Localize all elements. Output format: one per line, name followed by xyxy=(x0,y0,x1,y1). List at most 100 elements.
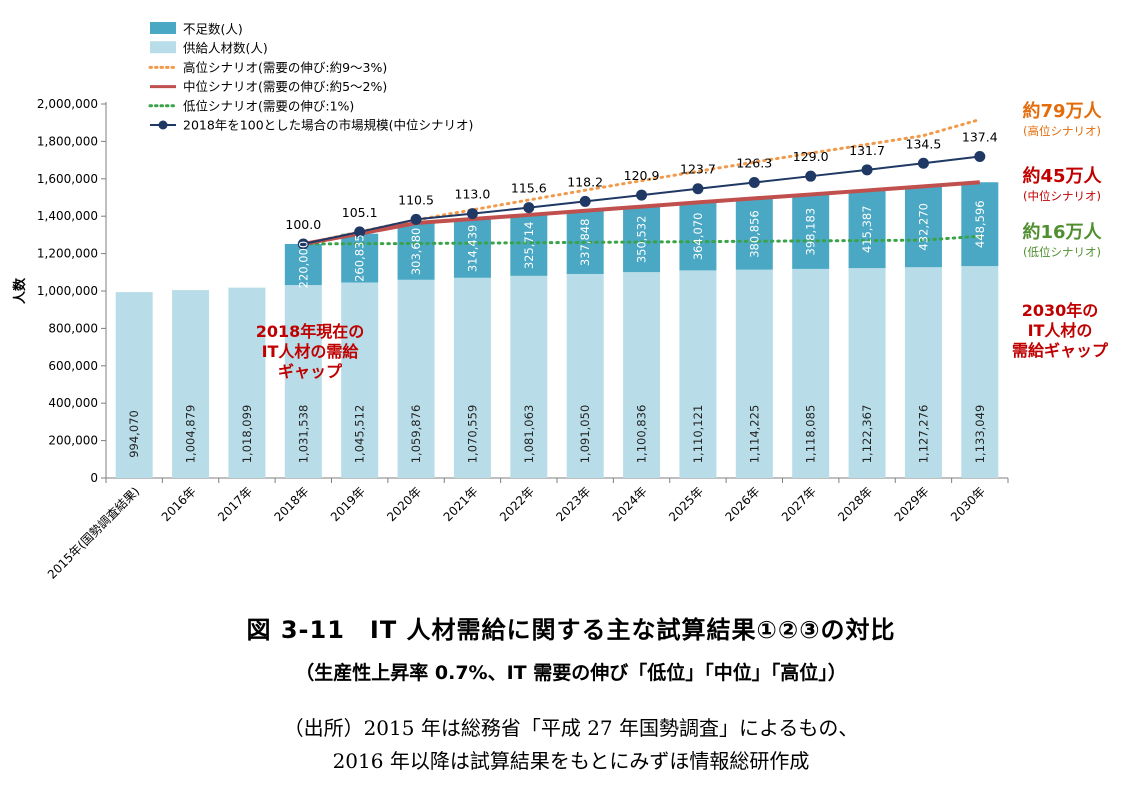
supply-value-label: 1,091,050 xyxy=(578,405,592,464)
bars xyxy=(115,182,999,478)
shortage-value-label: 260,835 xyxy=(353,234,367,282)
market-index-label: 105.1 xyxy=(342,205,378,220)
market-size-marker xyxy=(466,208,478,220)
x-tick-label: 2024年 xyxy=(610,484,650,524)
annotations: 約79万人 (高位シナリオ) 約45万人 (中位シナリオ) 約16万人 (低位シナリオ) 2… xyxy=(256,100,1109,381)
figure-title: 図 3-11 IT 人材需給に関する主な試算結果①②③の対比 xyxy=(246,616,896,644)
shortage-value-label: 380,856 xyxy=(747,210,761,258)
shortage-bar xyxy=(397,223,435,280)
legend-label: 2018年を100とした場合の市場規模(中位シナリオ) xyxy=(183,118,473,133)
market-index-label: 123.7 xyxy=(680,162,716,177)
y-tick-label: 1,800,000 xyxy=(37,134,98,148)
supply-value-label: 1,059,876 xyxy=(409,405,423,464)
supply-bar xyxy=(623,272,661,478)
figure-source-line-1: （出所）2015 年は総務省「平成 27 年国勢調査」によるもの、 xyxy=(283,716,859,740)
shortage-value-label: 350,532 xyxy=(635,216,649,264)
x-tick-label: 2016年 xyxy=(159,484,199,524)
supply-value-label: 1,081,063 xyxy=(522,405,536,464)
x-tick-label: 2029年 xyxy=(892,484,932,524)
y-tick-label: 1,600,000 xyxy=(37,172,98,186)
y-tick-label: 400,000 xyxy=(48,396,98,410)
market-index-label: 120.9 xyxy=(624,168,660,183)
data-labels: 994,070 1,004,879 1,018,099 1,031,538 220,00… xyxy=(127,130,998,464)
supply-bar xyxy=(228,287,266,478)
shortage-bar xyxy=(904,186,942,268)
shortage-value-label: 432,270 xyxy=(916,203,930,251)
figure-subtitle: （生産性上昇率 0.7%、IT 需要の伸び「低位」「中位」「高位」） xyxy=(295,662,847,684)
shortage-bar xyxy=(848,190,886,269)
scenario-lines xyxy=(297,118,986,250)
gap-2030-label: IT人材の xyxy=(1028,321,1093,340)
shortage-bar xyxy=(284,243,322,286)
market-index-label: 131.7 xyxy=(849,143,885,158)
shortage-bar xyxy=(679,202,717,271)
market-size-marker xyxy=(636,189,648,201)
supply-bar xyxy=(848,268,886,478)
legend: 不足数(人) 供給人材数(人) 高位シナリオ(需要の伸び:約9〜3%) 中位シナリオ(… xyxy=(148,22,473,133)
high-scenario-line xyxy=(301,118,982,246)
figure-source-line-2: 2016 年以降は試算結果をもとにみずほ情報総研作成 xyxy=(332,749,810,773)
market-size-marker xyxy=(974,151,986,163)
market-size-marker xyxy=(410,213,422,225)
x-tick-label: 2018年 xyxy=(271,484,311,524)
x-tick-label: 2021年 xyxy=(441,484,481,524)
shortage-bar xyxy=(735,198,773,270)
x-tick-label: 2025年 xyxy=(666,484,706,524)
low-gap-label: (低位シナリオ) xyxy=(1023,245,1101,259)
mid-gap-label: (中位シナリオ) xyxy=(1023,189,1101,203)
it-talent-supply-demand-chart: 0 200,000 400,000 600,000 800,000 1,000,000 1,… xyxy=(12,22,1109,582)
supply-bar xyxy=(679,270,717,478)
x-tick-label: 2020年 xyxy=(384,484,424,524)
supply-bar xyxy=(792,268,830,478)
supply-value-label: 1,110,121 xyxy=(691,405,705,464)
shortage-value-label: 314,439 xyxy=(465,225,479,273)
y-tick-label: 200,000 xyxy=(48,434,98,448)
market-size-marker xyxy=(523,202,535,214)
supply-value-label: 1,127,276 xyxy=(916,405,930,464)
market-index-label: 115.6 xyxy=(511,181,547,196)
supply-value-label: 994,070 xyxy=(127,410,141,458)
supply-bar xyxy=(510,275,548,478)
y-tick-label: 1,000,000 xyxy=(37,284,98,298)
low-gap-value: 約16万人 xyxy=(1022,221,1102,243)
y-tick-label: 0 xyxy=(90,471,98,485)
y-tick-label: 600,000 xyxy=(48,359,98,373)
x-tick-label: 2026年 xyxy=(722,484,762,524)
supply-bar xyxy=(397,279,435,478)
supply-bar xyxy=(341,282,379,478)
high-gap-label: (高位シナリオ) xyxy=(1023,124,1101,138)
shortage-bar xyxy=(341,233,379,283)
supply-bar xyxy=(453,277,491,478)
shortage-value-label: 303,680 xyxy=(409,228,423,276)
supply-value-label: 1,100,836 xyxy=(635,405,649,464)
market-index-label: 110.5 xyxy=(398,192,434,207)
shortage-value-label: 337,848 xyxy=(578,219,592,267)
market-size-marker xyxy=(917,157,929,169)
legend-label: 不足数(人) xyxy=(183,22,243,37)
market-size-marker xyxy=(354,226,366,238)
gap-2018-label: IT人材の需給 xyxy=(262,342,360,361)
gap-2018-label: 2018年現在の xyxy=(256,322,365,341)
market-size-marker xyxy=(861,164,873,176)
shortage-bar xyxy=(453,219,491,278)
market-index-label: 134.5 xyxy=(906,136,942,151)
supply-bar xyxy=(904,267,942,478)
market-index-label: 129.0 xyxy=(793,149,829,164)
market-index-label: 137.4 xyxy=(962,130,998,145)
supply-value-label: 1,031,538 xyxy=(296,405,310,464)
gap-2030-label: 需給ギャップ xyxy=(1012,341,1109,360)
high-gap-value: 約79万人 xyxy=(1022,100,1102,122)
supply-value-label: 1,122,367 xyxy=(860,405,874,464)
supply-bar xyxy=(284,285,322,478)
shortage-bar xyxy=(623,206,661,273)
supply-value-label: 1,118,085 xyxy=(804,405,818,464)
shortage-bar xyxy=(961,182,999,267)
shortage-bar xyxy=(792,194,830,269)
supply-bar xyxy=(735,269,773,478)
supply-value-label: 1,133,049 xyxy=(973,405,987,464)
shortage-value-label: 364,070 xyxy=(691,213,705,261)
legend-swatch-shortage xyxy=(150,22,176,34)
x-tick-label: 2023年 xyxy=(553,484,593,524)
x-tick-label: 2027年 xyxy=(779,484,819,524)
legend-label: 低位シナリオ(需要の伸び:1%) xyxy=(183,98,354,113)
